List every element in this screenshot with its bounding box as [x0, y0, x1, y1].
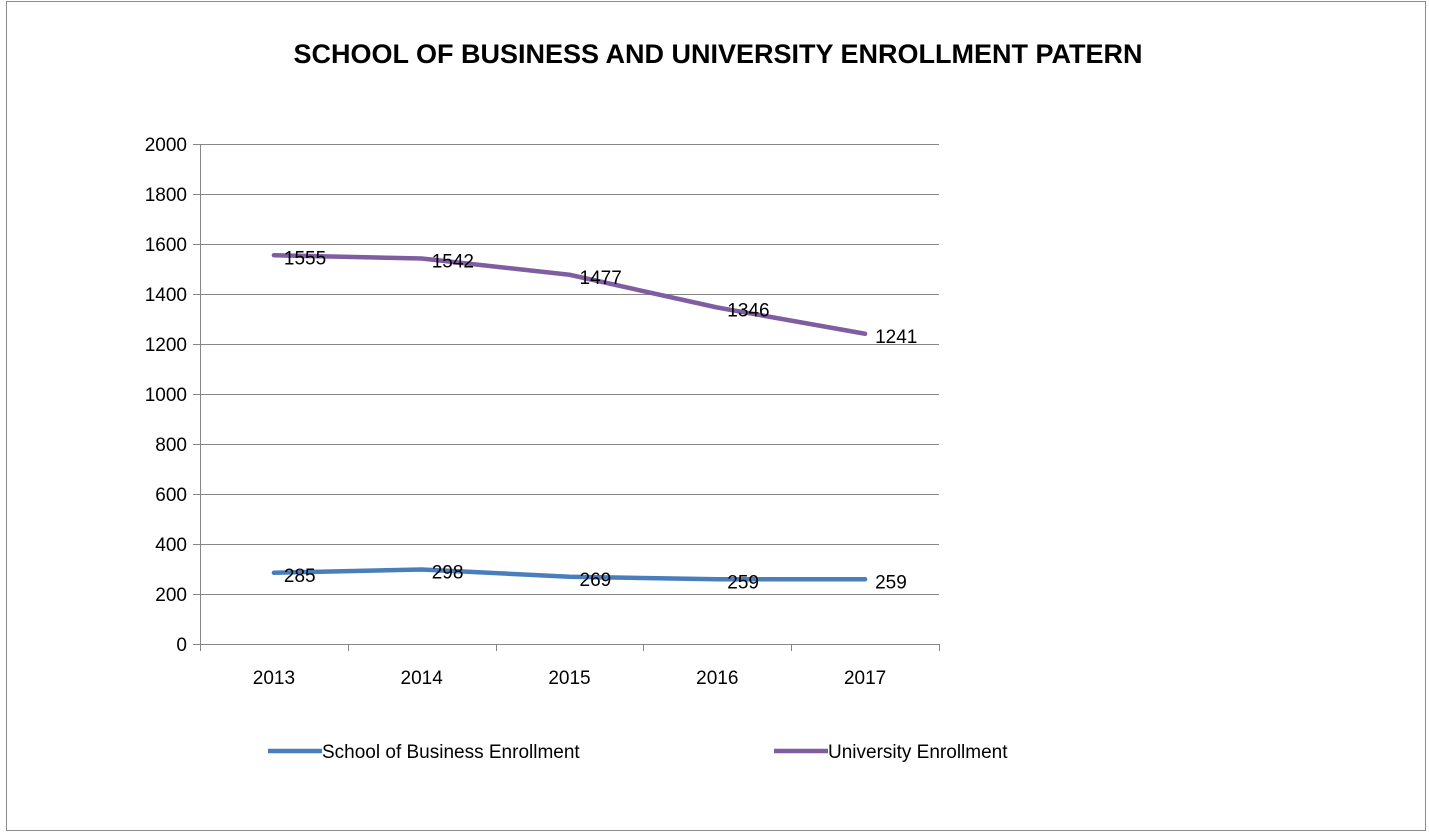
data-label: 285 — [284, 566, 316, 587]
data-label: 1542 — [432, 252, 474, 273]
axes — [193, 144, 940, 651]
x-tick-label: 2013 — [253, 668, 295, 689]
y-tick-label: 400 — [155, 535, 187, 556]
y-tick-label: 1800 — [145, 185, 187, 206]
y-tick-label: 2000 — [145, 135, 187, 156]
x-tick-label: 2017 — [844, 668, 886, 689]
y-axis-tick-labels: 0 200 400 600 800 1000 1200 1400 1600 1800 2000 — [145, 135, 187, 656]
data-label: 259 — [875, 572, 907, 593]
y-tick-label: 600 — [155, 485, 187, 506]
data-label: 1241 — [875, 327, 917, 348]
x-axis-tick-labels: 2013 2014 2015 2016 2017 — [253, 668, 886, 689]
y-tick-label: 800 — [155, 435, 187, 456]
data-label: 1477 — [580, 268, 622, 289]
y-tick-label: 1400 — [145, 285, 187, 306]
legend-label: University Enrollment — [828, 742, 1008, 763]
y-tick-label: 200 — [155, 585, 187, 606]
series-line — [271, 567, 868, 582]
legend: School of Business Enrollment University … — [268, 742, 1008, 763]
data-label: 1346 — [727, 301, 769, 322]
y-tick-label: 1600 — [145, 235, 187, 256]
x-tick-label: 2014 — [401, 668, 444, 689]
y-tick-label: 1000 — [145, 385, 187, 406]
y-tick-label: 1200 — [145, 335, 187, 356]
data-label: 298 — [432, 563, 464, 584]
chart-title: SCHOOL OF BUSINESS AND UNIVERSITY ENROLL… — [293, 39, 1142, 69]
x-tick-label: 2016 — [696, 668, 738, 689]
data-label: 1555 — [284, 248, 326, 269]
series-lines — [271, 253, 868, 582]
line-chart: SCHOOL OF BUSINESS AND UNIVERSITY ENROLL… — [145, 39, 1143, 763]
gridlines — [193, 144, 939, 595]
legend-label: School of Business Enrollment — [322, 742, 580, 763]
chart-frame: SCHOOL OF BUSINESS AND UNIVERSITY ENROLL… — [6, 1, 1426, 831]
x-tick-label: 2015 — [548, 668, 590, 689]
y-tick-label: 0 — [176, 635, 187, 656]
data-label: 259 — [727, 572, 759, 593]
data-labels: 285 298 269 259 259 1555 1542 1477 1346 1241 — [284, 248, 917, 593]
series-line — [271, 253, 868, 336]
data-label: 269 — [580, 570, 612, 591]
